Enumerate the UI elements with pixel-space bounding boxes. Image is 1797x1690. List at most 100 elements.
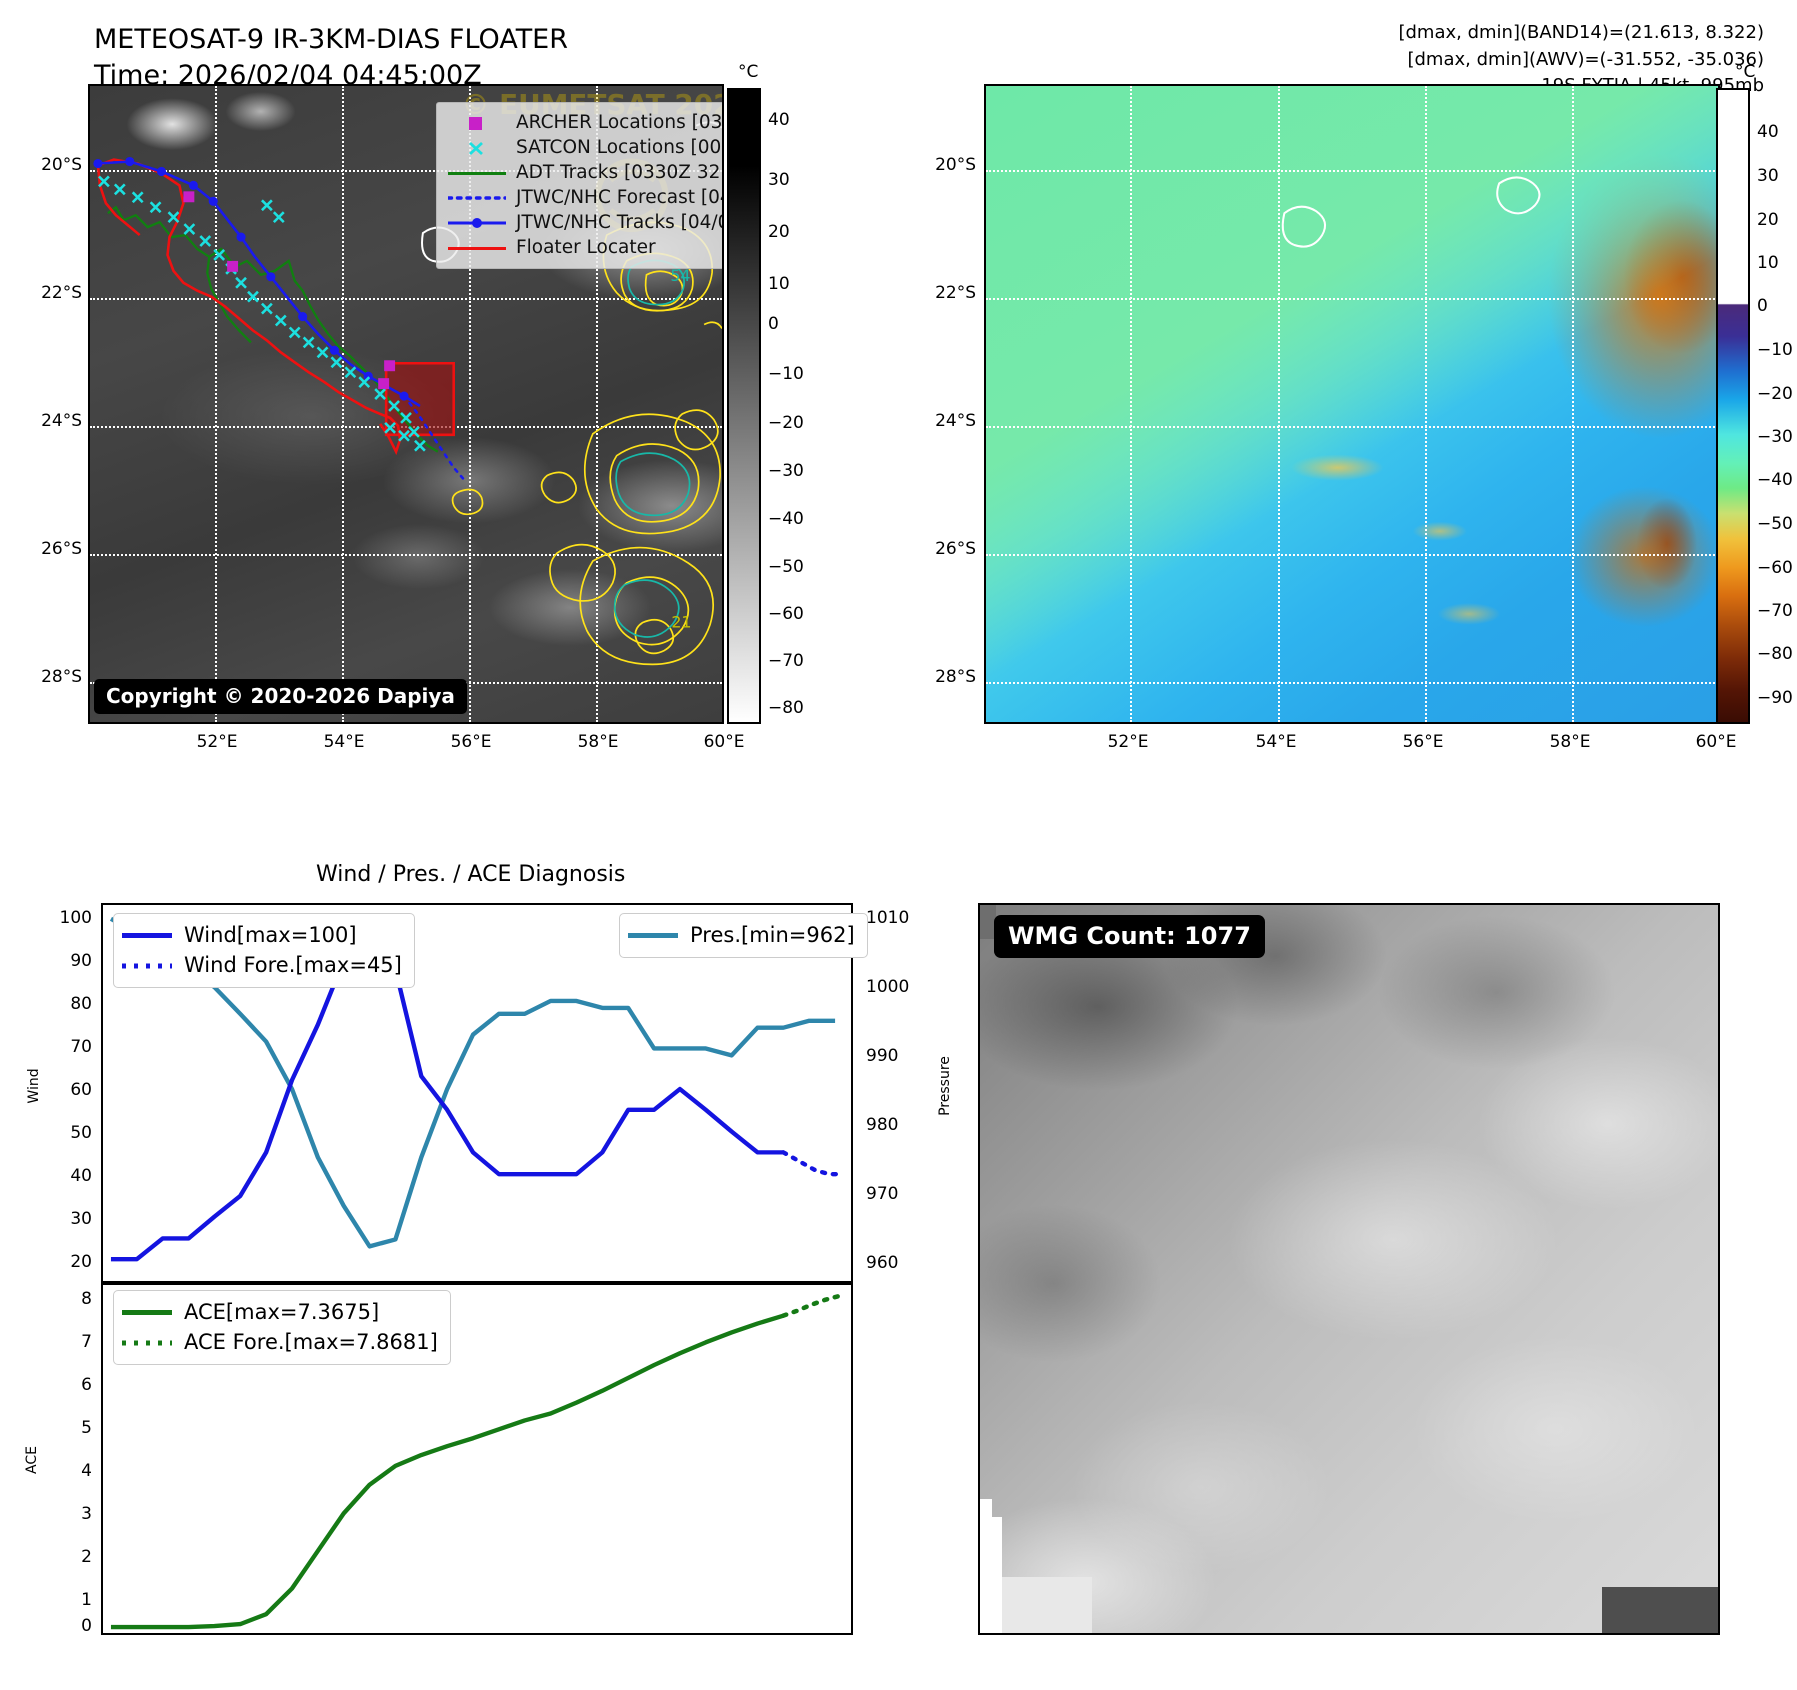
ir-cb-tick: −80 <box>768 698 804 718</box>
legend-row: Wind Fore.[max=45] <box>122 950 402 980</box>
pressure-axis-label: Pressure <box>937 1056 953 1116</box>
awv-xtick: 52°E <box>1107 732 1149 752</box>
legend-row: ADT Tracks [0330Z 32.0 1005.7] <box>448 160 722 185</box>
ir-xtick: 52°E <box>196 732 238 752</box>
awv-xtick: 54°E <box>1255 732 1297 752</box>
ace-forecast-line-icon <box>122 1335 172 1349</box>
awv-ytick: 24°S <box>935 411 976 431</box>
ir-cb-tick: −40 <box>768 509 804 529</box>
ir-floater-map[interactable]: © EUMETSAT 2026 <box>88 84 724 724</box>
wind-ytick: 50 <box>70 1123 92 1143</box>
legend-row: ACE[max=7.3675] <box>122 1297 438 1327</box>
legend-label: JTWC/NHC Forecast [04/0000Z] <box>516 187 722 208</box>
awv-cb-tick: 0 <box>1757 296 1768 316</box>
wind-forecast-line-icon <box>122 958 172 972</box>
ir-cb-tick: 40 <box>768 110 790 130</box>
wind-ytick: 90 <box>70 951 92 971</box>
pressure-line-icon <box>628 928 678 942</box>
ir-cb-tick: 0 <box>768 314 779 334</box>
jtwc-forecast-line-icon <box>446 189 508 207</box>
legend-row: Floater Locater <box>448 235 722 260</box>
awv-cb-tick: −20 <box>1757 384 1793 404</box>
legend-label: SATCON Locations [0000Z 41 998] <box>516 137 722 158</box>
awv-ytick: 26°S <box>935 539 976 559</box>
legend-row: JTWC/NHC Tracks [04/0000Z] <box>448 210 722 235</box>
awv-cb-tick: −80 <box>1757 644 1793 664</box>
wind-ytick: 40 <box>70 1166 92 1186</box>
ir-ytick: 28°S <box>41 667 82 687</box>
ir-cb-tick: 10 <box>768 274 790 294</box>
awv-ytick: 28°S <box>935 667 976 687</box>
ir-ytick: 20°S <box>41 155 82 175</box>
awv-map[interactable] <box>984 84 1720 724</box>
awv-cb-tick: −90 <box>1757 688 1793 708</box>
awv-cb-tick: −60 <box>1757 558 1793 578</box>
wmg-imagery <box>980 905 1718 1633</box>
awv-cb-tick: −50 <box>1757 514 1793 534</box>
adt-line-icon <box>448 164 506 182</box>
wind-ytick: 60 <box>70 1080 92 1100</box>
ir-xtick: 58°E <box>577 732 619 752</box>
wmg-corner-blank <box>980 1517 1002 1633</box>
contour-label: 54 <box>670 266 690 285</box>
legend-row: SATCON Locations [0000Z 41 998] <box>448 135 722 160</box>
legend-label: Wind[max=100] <box>184 923 357 947</box>
ir-xtick: 54°E <box>323 732 365 752</box>
wind-pressure-chart[interactable] <box>101 903 853 1283</box>
ir-cb-tick: −70 <box>768 651 804 671</box>
ace-legend: ACE[max=7.3675] ACE Fore.[max=7.8681] <box>113 1290 451 1365</box>
pressure-ytick: 1000 <box>866 977 910 997</box>
legend-row: ARCHER Locations [0314Z] <box>448 110 723 135</box>
awv-cb-tick: −10 <box>1757 340 1793 360</box>
wind-line-icon <box>122 928 172 942</box>
ace-line-icon <box>122 1305 172 1319</box>
awv-xtick: 60°E <box>1695 732 1737 752</box>
wmg-panel[interactable]: WMG Count: 1077 <box>978 903 1720 1635</box>
ir-cb-tick: −50 <box>768 557 804 577</box>
awv-cb-tick: 30 <box>1757 166 1779 186</box>
coastline-mauritius <box>1496 176 1541 215</box>
grid-line-vertical <box>722 86 724 722</box>
legend-label: ARCHER Locations [0314Z] <box>516 112 723 133</box>
ir-cb-tick: −30 <box>768 461 804 481</box>
archer-marker-icon <box>448 114 506 132</box>
ace-ytick: 0 <box>81 1616 92 1636</box>
wmg-corner-dark-block <box>1602 1587 1718 1633</box>
pressure-ytick: 1010 <box>866 908 910 928</box>
awv-ytick: 22°S <box>935 283 976 303</box>
ace-ytick: 8 <box>81 1289 92 1309</box>
ace-ytick: 1 <box>81 1590 92 1610</box>
pressure-ytick: 990 <box>866 1046 899 1066</box>
awv-xtick: 56°E <box>1402 732 1444 752</box>
ir-cb-tick: −10 <box>768 364 804 384</box>
awv-cb-tick: 40 <box>1757 122 1779 142</box>
ir-ytick: 22°S <box>41 283 82 303</box>
legend-label: Wind Fore.[max=45] <box>184 953 402 977</box>
legend-row: JTWC/NHC Forecast [04/0000Z] <box>446 185 722 210</box>
archer-locations <box>183 191 396 390</box>
awv-imagery <box>986 86 1718 722</box>
awv-cb-tick: −40 <box>1757 470 1793 490</box>
ir-colorbar-title: °C <box>738 62 759 82</box>
legend-label: ACE[max=7.3675] <box>184 1300 380 1324</box>
legend-label: ACE Fore.[max=7.8681] <box>184 1330 438 1354</box>
map-legend: ARCHER Locations [0314Z] SATCON Location… <box>436 102 723 269</box>
wmg-light-block <box>1002 1577 1092 1633</box>
legend-label: ADT Tracks [0330Z 32.0 1005.7] <box>516 162 722 183</box>
ir-ytick: 26°S <box>41 539 82 559</box>
diagnosis-title: Wind / Pres. / ACE Diagnosis <box>316 862 626 887</box>
copyright-banner: Copyright © 2020-2026 Dapiya <box>94 679 467 714</box>
wind-ytick: 70 <box>70 1037 92 1057</box>
awv-cb-tick: −30 <box>1757 427 1793 447</box>
ace-ytick: 7 <box>81 1332 92 1352</box>
ace-ytick: 3 <box>81 1504 92 1524</box>
wind-pressure-series <box>109 915 846 1262</box>
pressure-legend: Pres.[min=962] <box>619 913 868 958</box>
header-info-awv: [dmax, dmin](AWV)=(-31.552, -35.036) <box>1407 48 1764 70</box>
wmg-corner-block <box>980 905 996 939</box>
ir-colorbar <box>727 88 761 724</box>
wind-ytick: 30 <box>70 1209 92 1229</box>
ir-xtick: 60°E <box>703 732 745 752</box>
contour-label: 21 <box>671 613 691 632</box>
